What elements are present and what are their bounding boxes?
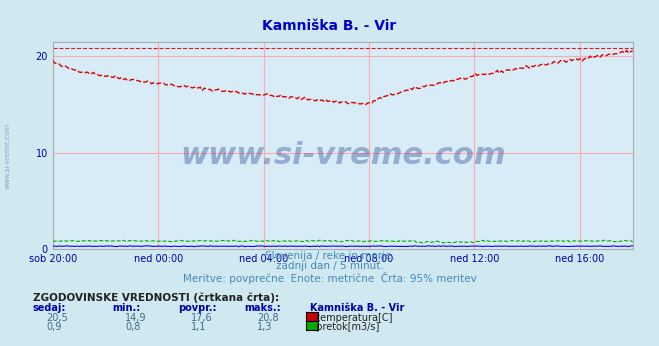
Text: sedaj:: sedaj:: [33, 303, 67, 313]
Text: povpr.:: povpr.:: [178, 303, 216, 313]
Text: www.si-vreme.com: www.si-vreme.com: [180, 141, 505, 170]
Text: Meritve: povprečne  Enote: metrične  Črta: 95% meritev: Meritve: povprečne Enote: metrične Črta:…: [183, 272, 476, 284]
Text: temperatura[C]: temperatura[C]: [310, 313, 392, 323]
Text: 1,1: 1,1: [191, 322, 206, 333]
Text: 1,3: 1,3: [257, 322, 272, 333]
Text: 20,8: 20,8: [257, 313, 279, 323]
Text: Kamniška B. - Vir: Kamniška B. - Vir: [310, 303, 404, 313]
Text: ZGODOVINSKE VREDNOSTI (črtkana črta):: ZGODOVINSKE VREDNOSTI (črtkana črta):: [33, 292, 279, 303]
Text: Slovenija / reke in morje.: Slovenija / reke in morje.: [264, 251, 395, 261]
Text: 17,6: 17,6: [191, 313, 213, 323]
Text: 0,9: 0,9: [46, 322, 61, 333]
Text: Kamniška B. - Vir: Kamniška B. - Vir: [262, 19, 397, 33]
Text: 20,5: 20,5: [46, 313, 68, 323]
Text: zadnji dan / 5 minut.: zadnji dan / 5 minut.: [275, 261, 384, 271]
Text: min.:: min.:: [112, 303, 140, 313]
Text: www.si-vreme.com: www.si-vreme.com: [5, 122, 11, 189]
Text: maks.:: maks.:: [244, 303, 281, 313]
Text: 14,9: 14,9: [125, 313, 147, 323]
Text: pretok[m3/s]: pretok[m3/s]: [310, 322, 379, 333]
Text: 0,8: 0,8: [125, 322, 140, 333]
